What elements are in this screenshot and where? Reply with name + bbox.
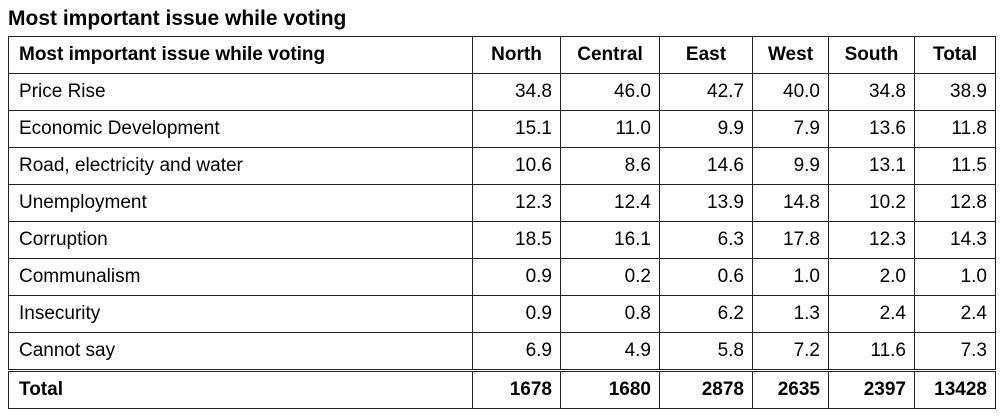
- column-header-west: West: [752, 36, 829, 74]
- value-total: 11.8: [914, 110, 996, 148]
- value-central: 11.0: [560, 110, 660, 148]
- value-east: 5.8: [659, 332, 753, 371]
- value-east: 6.3: [659, 221, 753, 259]
- total-north: 1678: [472, 369, 561, 409]
- table-row: Insecurity 0.9 0.8 6.2 1.3 2.4 2.4: [8, 295, 996, 333]
- value-west: 17.8: [752, 221, 829, 259]
- value-central: 8.6: [560, 147, 660, 185]
- value-east: 14.6: [659, 147, 753, 185]
- value-central: 0.2: [560, 258, 660, 296]
- value-west: 1.0: [752, 258, 829, 296]
- column-header-central: Central: [560, 36, 660, 74]
- value-south: 10.2: [828, 184, 915, 222]
- table-row: Communalism 0.9 0.2 0.6 1.0 2.0 1.0: [8, 258, 996, 296]
- value-total: 7.3: [914, 332, 996, 371]
- value-west: 9.9: [752, 147, 829, 185]
- column-header-north: North: [472, 36, 561, 74]
- table-row: Economic Development 15.1 11.0 9.9 7.9 1…: [8, 110, 996, 148]
- value-central: 12.4: [560, 184, 660, 222]
- total-west: 2635: [752, 369, 829, 409]
- value-west: 7.9: [752, 110, 829, 148]
- row-label: Cannot say: [8, 332, 473, 371]
- issues-table: Most important issue while voting North …: [8, 36, 996, 409]
- row-label: Price Rise: [8, 73, 473, 111]
- value-north: 10.6: [472, 147, 561, 185]
- value-north: 0.9: [472, 295, 561, 333]
- column-header-issue: Most important issue while voting: [8, 36, 473, 74]
- row-label: Economic Development: [8, 110, 473, 148]
- total-central: 1680: [560, 369, 660, 409]
- value-north: 12.3: [472, 184, 561, 222]
- total-east: 2878: [659, 369, 753, 409]
- total-total: 13428: [914, 369, 996, 409]
- value-north: 18.5: [472, 221, 561, 259]
- table-row: Road, electricity and water 10.6 8.6 14.…: [8, 147, 996, 185]
- row-label: Insecurity: [8, 295, 473, 333]
- value-total: 1.0: [914, 258, 996, 296]
- table-body: Price Rise 34.8 46.0 42.7 40.0 34.8 38.9…: [8, 73, 996, 409]
- row-label: Unemployment: [8, 184, 473, 222]
- value-total: 14.3: [914, 221, 996, 259]
- total-row: Total 1678 1680 2878 2635 2397 13428: [8, 369, 996, 409]
- value-west: 1.3: [752, 295, 829, 333]
- value-north: 34.8: [472, 73, 561, 111]
- value-south: 11.6: [828, 332, 915, 371]
- row-label: Road, electricity and water: [8, 147, 473, 185]
- column-header-east: East: [659, 36, 753, 74]
- value-total: 2.4: [914, 295, 996, 333]
- table-row: Unemployment 12.3 12.4 13.9 14.8 10.2 12…: [8, 184, 996, 222]
- value-total: 12.8: [914, 184, 996, 222]
- value-central: 0.8: [560, 295, 660, 333]
- value-central: 4.9: [560, 332, 660, 371]
- value-central: 16.1: [560, 221, 660, 259]
- value-east: 9.9: [659, 110, 753, 148]
- value-central: 46.0: [560, 73, 660, 111]
- value-total: 38.9: [914, 73, 996, 111]
- total-south: 2397: [828, 369, 915, 409]
- value-west: 7.2: [752, 332, 829, 371]
- value-east: 6.2: [659, 295, 753, 333]
- value-south: 12.3: [828, 221, 915, 259]
- column-header-south: South: [828, 36, 915, 74]
- table-row: Corruption 18.5 16.1 6.3 17.8 12.3 14.3: [8, 221, 996, 259]
- value-west: 14.8: [752, 184, 829, 222]
- value-east: 13.9: [659, 184, 753, 222]
- row-label: Communalism: [8, 258, 473, 296]
- value-south: 13.1: [828, 147, 915, 185]
- column-header-total: Total: [914, 36, 996, 74]
- page-title: Most important issue while voting: [8, 7, 347, 30]
- value-north: 6.9: [472, 332, 561, 371]
- table-header-row: Most important issue while voting North …: [8, 36, 996, 74]
- value-total: 11.5: [914, 147, 996, 185]
- value-west: 40.0: [752, 73, 829, 111]
- value-north: 0.9: [472, 258, 561, 296]
- row-label: Corruption: [8, 221, 473, 259]
- value-south: 2.0: [828, 258, 915, 296]
- value-north: 15.1: [472, 110, 561, 148]
- value-south: 2.4: [828, 295, 915, 333]
- table-row: Price Rise 34.8 46.0 42.7 40.0 34.8 38.9: [8, 73, 996, 111]
- value-south: 13.6: [828, 110, 915, 148]
- table-row: Cannot say 6.9 4.9 5.8 7.2 11.6 7.3: [8, 332, 996, 371]
- value-east: 42.7: [659, 73, 753, 111]
- total-label: Total: [8, 369, 473, 409]
- value-east: 0.6: [659, 258, 753, 296]
- value-south: 34.8: [828, 73, 915, 111]
